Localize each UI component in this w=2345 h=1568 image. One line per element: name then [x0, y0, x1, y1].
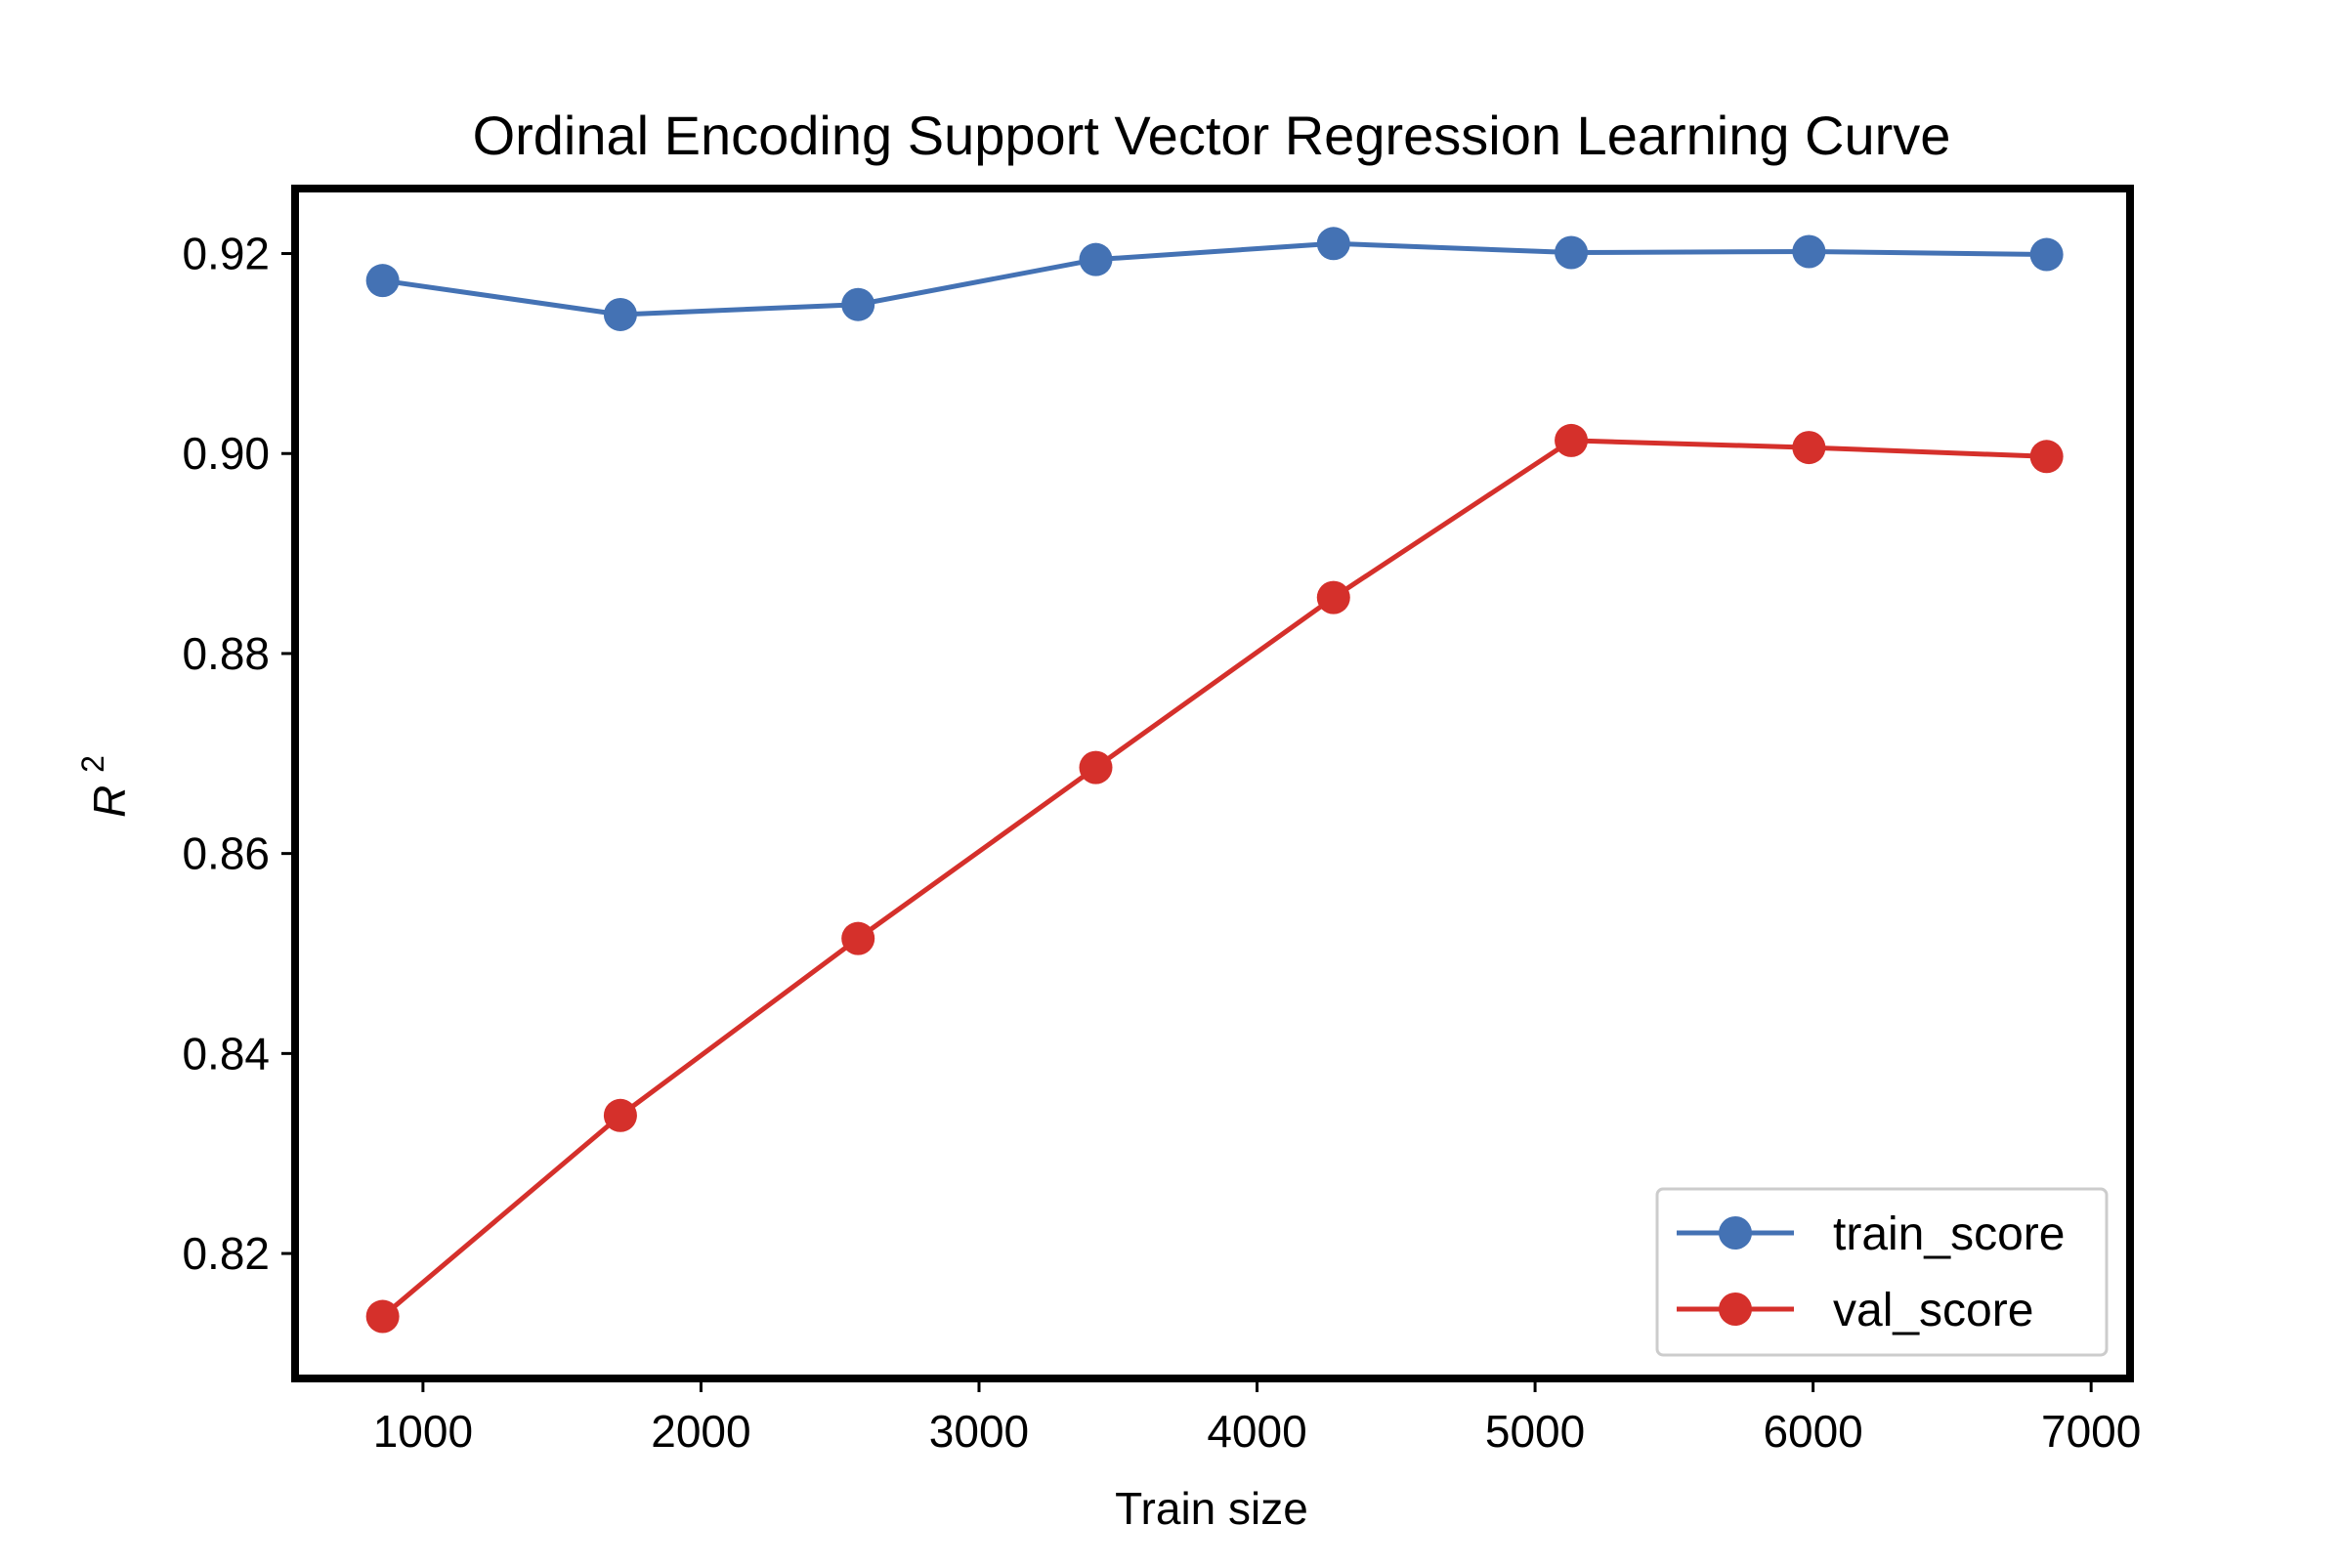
x-tick-label: 7000: [2041, 1406, 2141, 1457]
data-point-train_score: [365, 264, 400, 298]
x-tick-label: 6000: [1763, 1406, 1862, 1457]
data-point-train_score: [603, 297, 637, 331]
x-tick-label: 1000: [373, 1406, 473, 1457]
y-tick-label: 0.84: [182, 1028, 270, 1079]
x-tick-label: 5000: [1485, 1406, 1585, 1457]
data-point-train_score: [1792, 234, 1826, 269]
data-point-train_score: [1316, 227, 1350, 261]
data-point-val_score: [1792, 431, 1826, 465]
x-tick-label: 4000: [1207, 1406, 1306, 1457]
y-tick-label: 0.90: [182, 428, 270, 479]
chart-title: Ordinal Encoding Support Vector Regressi…: [473, 105, 1951, 166]
y-axis-label-base: R: [84, 785, 135, 818]
data-point-val_score: [1555, 423, 1589, 457]
data-point-train_score: [1555, 235, 1589, 270]
series-line-train_score: [382, 240, 2047, 318]
y-tick-label: 0.88: [182, 628, 270, 679]
y-tick-label: 0.86: [182, 828, 270, 879]
series-line-val_score: [381, 438, 2047, 1319]
legend-label-val_score: val_score: [1833, 1285, 2033, 1336]
x-tick-label: 3000: [929, 1406, 1029, 1457]
data-point-val_score: [365, 1299, 400, 1334]
x-axis-label: Train size: [1115, 1483, 1308, 1534]
y-tick-label: 0.82: [182, 1228, 270, 1279]
y-axis-label: R 2: [75, 755, 135, 818]
legend-marker-train_score: [1719, 1216, 1752, 1250]
legend: train_score val_score: [1655, 1187, 2109, 1357]
data-point-train_score: [1079, 242, 1113, 276]
legend-label-train_score: train_score: [1833, 1208, 2065, 1260]
data-point-train_score: [2029, 237, 2064, 272]
data-point-train_score: [841, 287, 875, 321]
data-point-val_score: [1316, 580, 1350, 614]
data-point-val_score: [603, 1098, 637, 1132]
data-point-val_score: [1079, 750, 1113, 784]
x-tick-label: 2000: [651, 1406, 750, 1457]
y-axis-label-sup: 2: [75, 755, 110, 773]
plot-area: 1000 2000 3000 4000 5000 6000 7000 0.82 0.84 0.86…: [182, 185, 2141, 1457]
data-point-val_score: [841, 921, 875, 955]
y-tick-label: 0.92: [182, 229, 270, 279]
legend-marker-val_score: [1719, 1293, 1752, 1326]
plot-frame: [291, 185, 2134, 1382]
data-point-val_score: [2029, 440, 2064, 474]
